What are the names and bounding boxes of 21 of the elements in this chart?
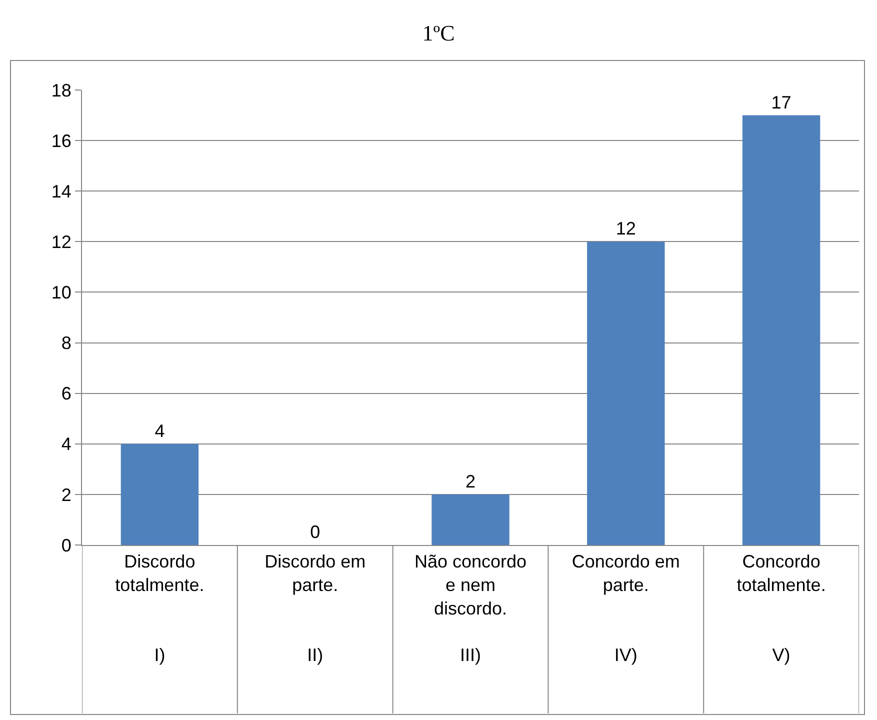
chart-title: 1ºC — [422, 20, 455, 46]
category-label: Discordo totalmente. I) — [115, 552, 204, 666]
y-tick-label: 10 — [51, 282, 72, 303]
data-label: 12 — [616, 218, 636, 239]
y-tick-label: 8 — [61, 333, 72, 354]
category-label: Concordo em parte. IV) — [572, 552, 680, 666]
data-label: 4 — [154, 420, 165, 441]
data-label: 2 — [465, 471, 476, 492]
category-label: Concordo totalmente. V) — [736, 552, 826, 666]
y-tick-label: 12 — [51, 232, 72, 252]
y-tick-label: 4 — [61, 434, 72, 454]
y-tick-label: 18 — [51, 80, 72, 100]
y-tick-label: 2 — [61, 484, 72, 505]
data-label: 17 — [771, 92, 792, 112]
y-tick-label: 14 — [51, 181, 72, 202]
category-label: Não concordo e nem discordo. III) — [414, 552, 527, 666]
data-label: 0 — [310, 522, 320, 542]
y-tick-label: 16 — [51, 130, 72, 151]
y-tick-label: 0 — [61, 535, 72, 556]
category-label: Discordo em parte. II) — [264, 552, 366, 666]
y-tick-label: 6 — [61, 384, 72, 404]
